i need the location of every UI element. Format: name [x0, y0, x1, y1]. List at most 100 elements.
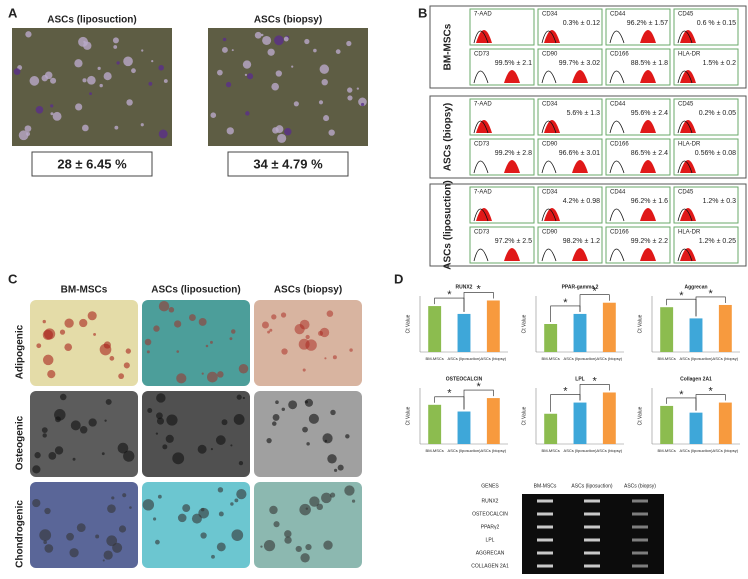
control-histogram [473, 70, 489, 84]
texture [39, 529, 52, 542]
cell [271, 82, 279, 91]
gel-image [522, 494, 664, 574]
gel-header: ASCs (liposuction) [571, 483, 612, 489]
texture [64, 318, 74, 328]
texture [41, 427, 48, 434]
texture [153, 517, 157, 521]
control-histogram [677, 70, 693, 84]
texture [332, 355, 337, 360]
texture [43, 540, 47, 545]
texture [217, 487, 224, 493]
texture [144, 338, 152, 346]
x-tick-label: ASCs (liposuction) [564, 356, 598, 361]
histogram [504, 70, 520, 83]
significance-bracket [579, 294, 610, 312]
histogram-frame [537, 138, 603, 176]
panel-label: D [394, 271, 403, 286]
texture [42, 433, 47, 438]
cell [346, 40, 352, 47]
texture [112, 542, 123, 553]
texture [234, 498, 239, 503]
texture [123, 362, 130, 369]
texture [316, 503, 323, 511]
cell [323, 115, 330, 122]
histogram [640, 120, 656, 133]
micrograph [208, 28, 368, 146]
gene-label: COLLAGEN 2A1 [471, 563, 509, 569]
control-histogram [609, 70, 625, 84]
texture [168, 307, 175, 313]
texture [118, 525, 127, 533]
texture [172, 452, 185, 465]
cell [274, 35, 284, 46]
control-histogram [473, 208, 489, 222]
chart-title: PPAR-gamma 2 [562, 284, 599, 290]
cell [210, 112, 217, 118]
group-label: BM-MSCs [443, 23, 454, 70]
cell [254, 31, 262, 39]
texture [345, 434, 350, 439]
cell [140, 123, 144, 127]
texture [217, 371, 224, 378]
gel-header: ASCs (biopsy) [624, 483, 656, 489]
texture [271, 314, 277, 320]
cell [335, 49, 341, 54]
gel-band [584, 564, 600, 568]
bar [457, 411, 471, 444]
cell [216, 69, 223, 76]
texture [156, 412, 163, 420]
texture [93, 332, 97, 336]
cell [123, 56, 133, 67]
texture [103, 341, 111, 349]
control-histogram [677, 208, 693, 222]
cell [97, 66, 101, 70]
x-tick-label: ASCs (biopsy) [597, 448, 623, 453]
micrograph [254, 482, 362, 568]
texture [302, 426, 308, 433]
micrograph [142, 482, 250, 568]
texture [324, 357, 327, 360]
histogram [680, 30, 696, 43]
marker-label: CD45 [678, 190, 694, 196]
texture [308, 413, 319, 424]
texture [66, 532, 74, 541]
texture [158, 301, 170, 312]
texture [269, 328, 273, 332]
texture [76, 523, 86, 533]
column-title: ASCs (liposuction) [151, 285, 240, 296]
bar [544, 413, 558, 444]
texture [59, 393, 67, 401]
histogram [544, 30, 560, 43]
bar [428, 404, 442, 444]
gene-label: LPL [486, 537, 495, 543]
panel-label: C [8, 271, 18, 286]
texture [201, 372, 204, 375]
texture [230, 444, 233, 447]
histogram-frame [605, 8, 671, 46]
texture [295, 545, 302, 553]
marker-label: HLA-DR [678, 52, 701, 58]
cell [356, 87, 359, 90]
cell [103, 72, 112, 81]
cell [24, 125, 32, 133]
texture [280, 312, 287, 318]
texture [106, 535, 118, 547]
texture [324, 439, 328, 443]
chart-title: Aggrecan [684, 284, 707, 290]
marker-label: CD44 [610, 12, 626, 18]
texture [176, 373, 187, 384]
control-histogram [541, 160, 557, 174]
texture [101, 452, 105, 456]
gel-band [632, 551, 648, 555]
significance-mark: * [709, 385, 714, 397]
cell [18, 130, 29, 141]
marker-value: 4.2% ± 0.98 [563, 198, 600, 205]
marker-label: 7-AAD [474, 12, 492, 18]
group-label: ASCs (biopsy) [443, 103, 454, 171]
texture [298, 338, 310, 350]
x-tick-label: BM-MSCs [426, 356, 444, 361]
texture [322, 433, 333, 444]
control-histogram [541, 30, 557, 44]
histogram [680, 70, 696, 83]
